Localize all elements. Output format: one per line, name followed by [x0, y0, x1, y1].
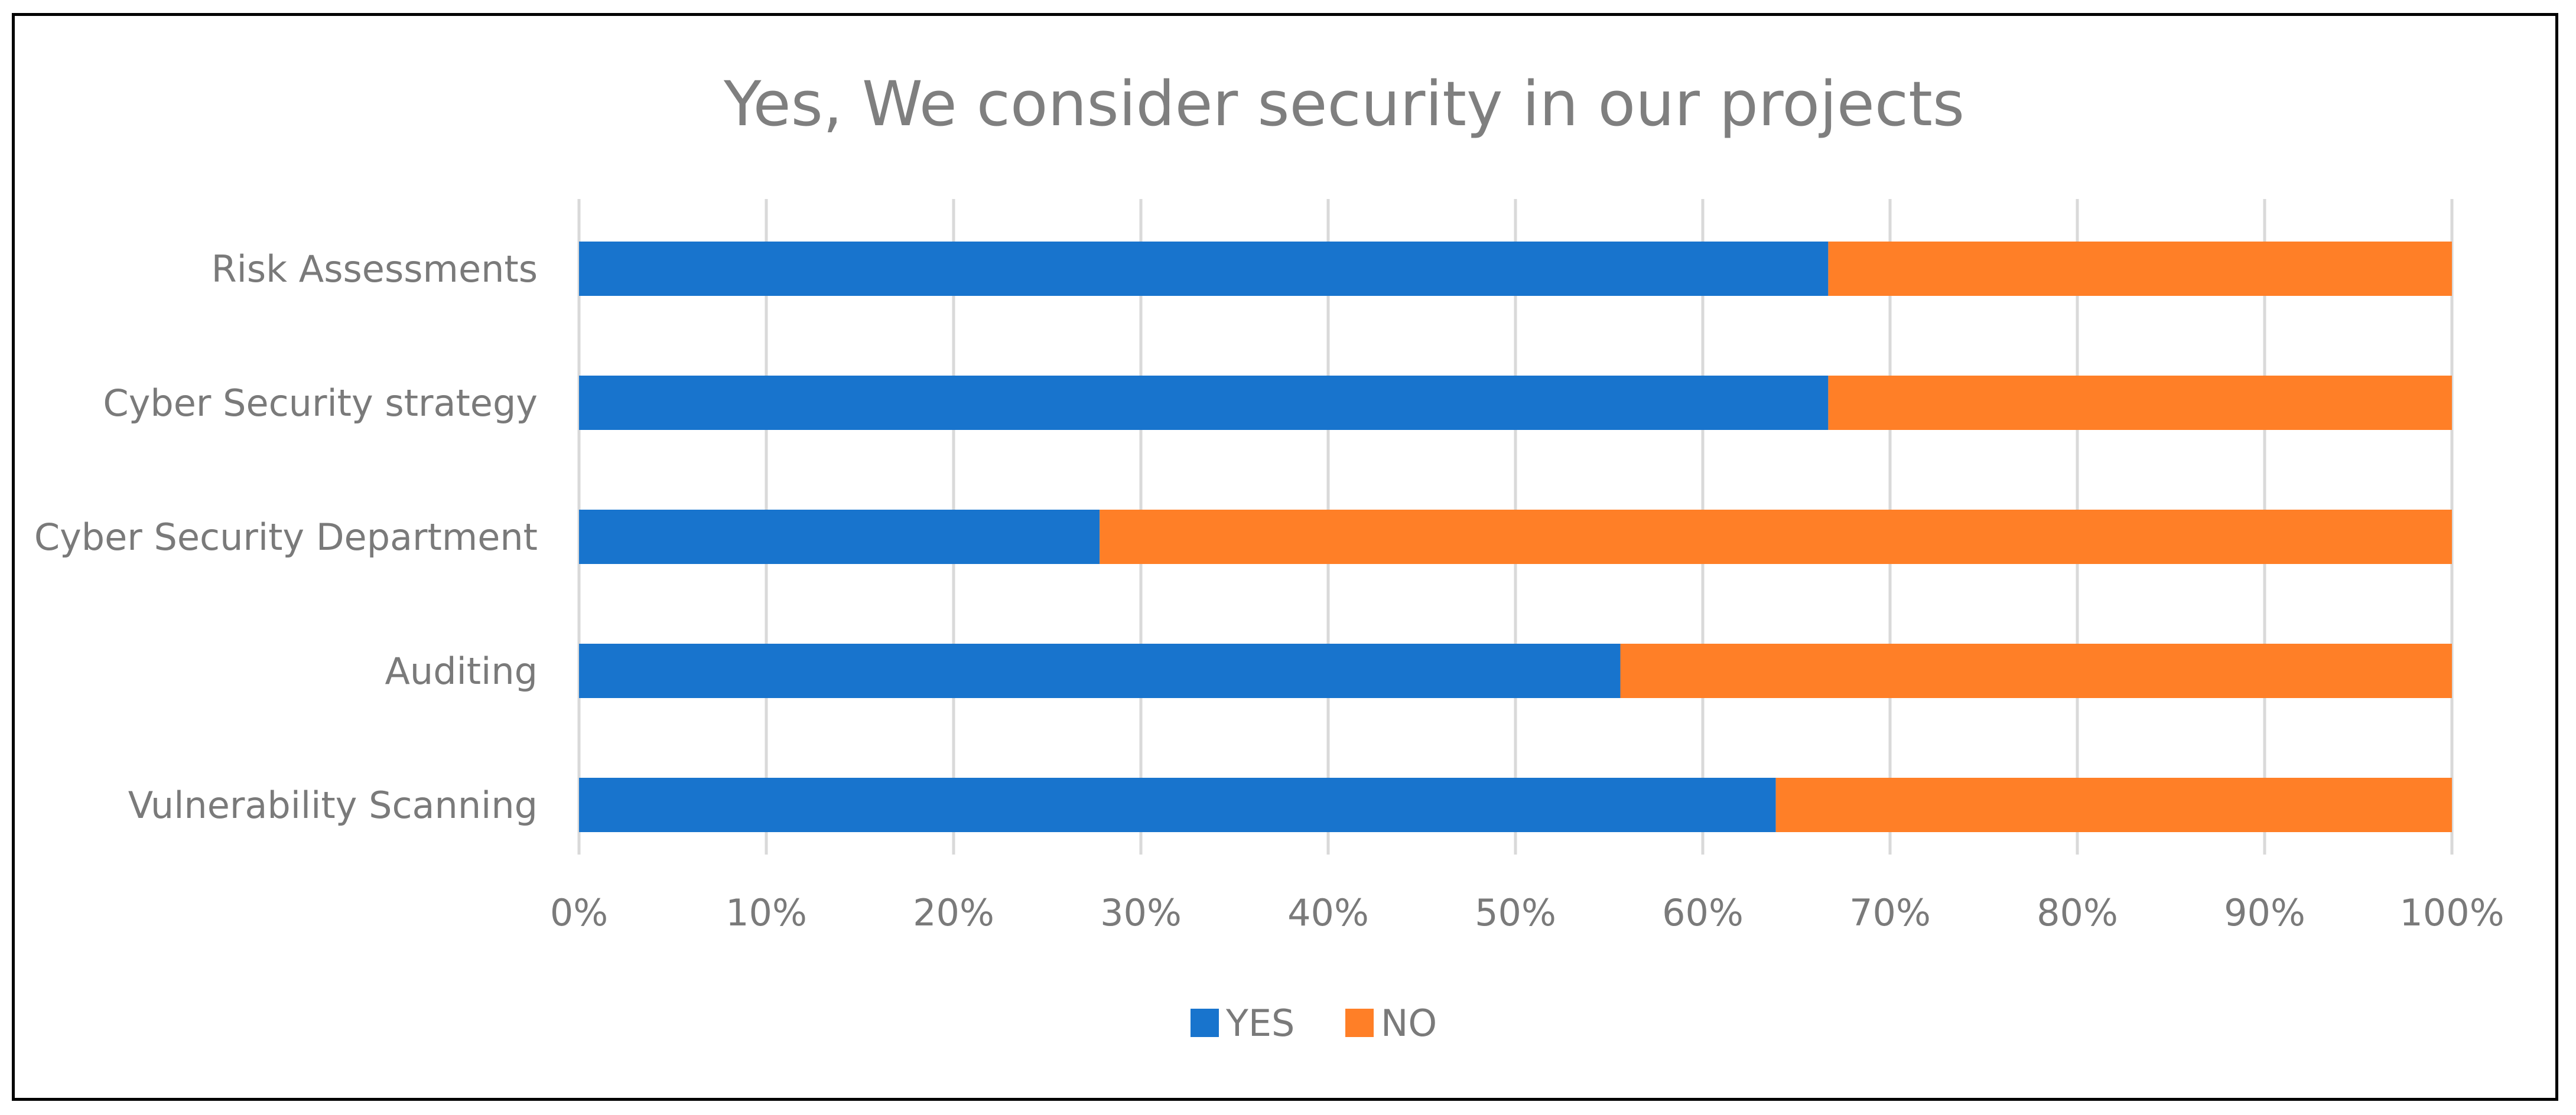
bar-no-0	[1828, 242, 2452, 296]
legend-label-no: NO	[1381, 1002, 1437, 1045]
x-tick-label: 20%	[913, 891, 994, 934]
bars	[579, 242, 2452, 832]
x-axis-ticks: 0% 10% 20% 30% 40% 50% 60% 70% 80% 90% 100%	[550, 891, 2505, 934]
x-tick-label: 0%	[550, 891, 608, 934]
stacked-bar-chart: Yes, We consider security in our project…	[34, 68, 2505, 1045]
bar-yes-2	[579, 510, 1100, 564]
category-label: Vulnerability Scanning	[128, 784, 538, 827]
bar-yes-0	[579, 242, 1829, 296]
bar-no-1	[1828, 376, 2452, 430]
x-tick-label: 50%	[1475, 891, 1556, 934]
bar-yes-4	[579, 778, 1776, 832]
x-tick-label: 60%	[1662, 891, 1744, 934]
chart-frame: Yes, We consider security in our project…	[12, 13, 2558, 1101]
x-tick-label: 40%	[1287, 891, 1369, 934]
legend-label-yes: YES	[1225, 1002, 1294, 1045]
x-tick-label: 70%	[1849, 891, 1931, 934]
bar-no-4	[1775, 778, 2452, 832]
category-labels: Risk Assessments Cyber Security strategy C…	[34, 247, 538, 827]
category-label: Cyber Security Department	[34, 516, 538, 559]
bar-no-3	[1620, 644, 2452, 698]
bar-yes-3	[579, 644, 1621, 698]
chart-title: Yes, We consider security in our project…	[723, 68, 1964, 140]
x-tick-label: 30%	[1100, 891, 1182, 934]
legend: YES NO	[1191, 1002, 1437, 1045]
x-tick-label: 80%	[2037, 891, 2118, 934]
category-label: Cyber Security strategy	[103, 382, 538, 425]
legend-swatch-no	[1345, 1009, 1374, 1037]
x-tick-label: 10%	[726, 891, 807, 934]
bar-yes-1	[579, 376, 1829, 430]
category-label: Auditing	[385, 650, 538, 693]
category-label: Risk Assessments	[212, 247, 538, 291]
x-tick-label: 100%	[2399, 891, 2504, 934]
x-tick-label: 90%	[2224, 891, 2305, 934]
bar-no-2	[1100, 510, 2452, 564]
legend-swatch-yes	[1191, 1009, 1219, 1037]
